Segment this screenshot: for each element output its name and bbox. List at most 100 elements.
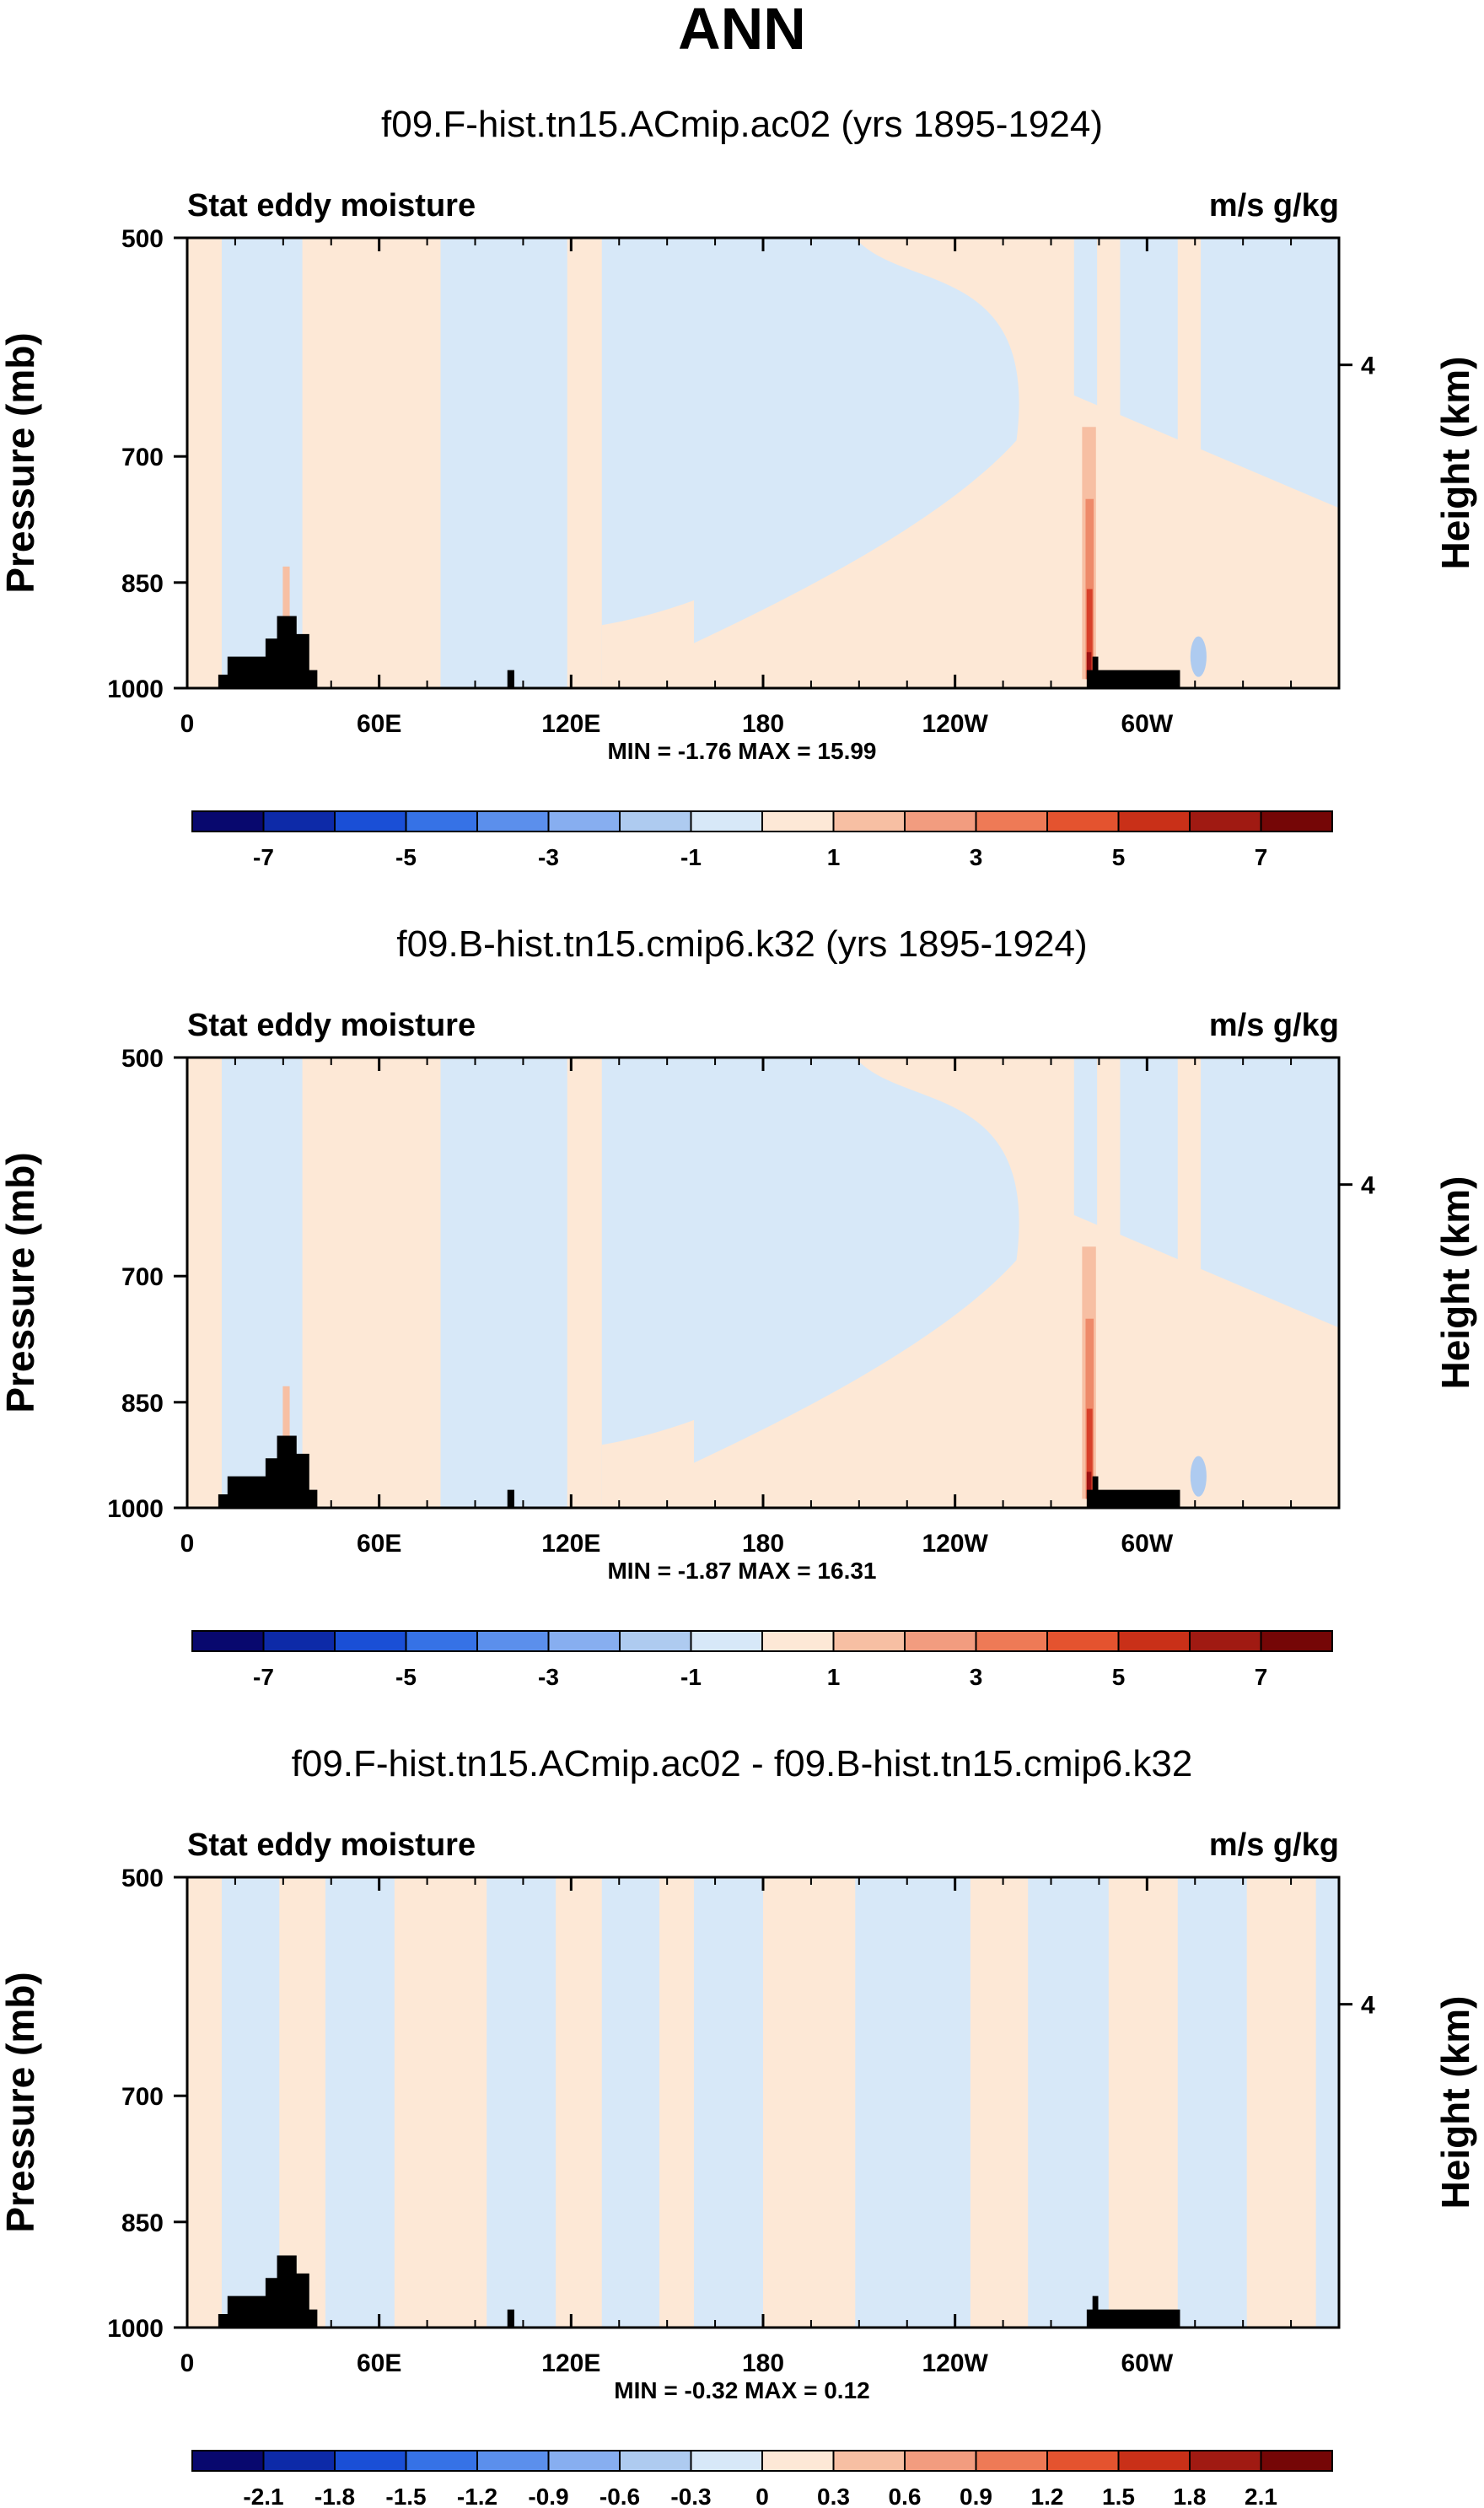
x-tick-label: 180	[742, 710, 784, 738]
warm-region	[279, 1877, 325, 2328]
colorbar-box	[405, 1630, 478, 1652]
colorbar-box	[476, 810, 550, 832]
topography-andes	[1086, 656, 1180, 688]
colorbar-box	[690, 810, 763, 832]
topography-island	[507, 2309, 514, 2328]
colorbar-box	[975, 2450, 1048, 2472]
colorbar-label: -0.9	[528, 2484, 568, 2508]
warm-region	[394, 1877, 487, 2328]
colorbar-box	[832, 1630, 906, 1652]
colorbar-box	[619, 810, 692, 832]
cool-region	[694, 1058, 1019, 1463]
warm-region	[187, 238, 222, 688]
warm-region	[1086, 1408, 1093, 1499]
variable-label: Stat eddy moisture	[187, 188, 476, 223]
colorbar-label: 3	[970, 1664, 983, 1690]
y-right-tick-label: 4	[1361, 1172, 1375, 1200]
x-tick-label: 60W	[1121, 710, 1173, 738]
colorbar-box	[832, 2450, 906, 2472]
warm-region	[187, 1058, 222, 1508]
warm-region	[282, 1386, 290, 1477]
y-right-tick-label: 4	[1361, 353, 1375, 380]
x-tick-label: 120E	[541, 710, 600, 738]
y-tick-label: 700	[121, 2083, 164, 2111]
y-tick-label: 700	[121, 1263, 164, 1291]
colorbar-box	[1117, 810, 1191, 832]
topography-andes	[1086, 2295, 1180, 2328]
y-axis-title: Pressure (mb)	[0, 1152, 42, 1413]
topography-island	[507, 1489, 514, 1508]
warm-region	[659, 1877, 695, 2328]
colorbar-box	[832, 810, 906, 832]
colorbar-label: -1.2	[457, 2484, 497, 2508]
x-tick-label: 180	[742, 1530, 784, 1558]
warm-region	[1086, 652, 1092, 680]
x-tick-label: 0	[180, 1530, 195, 1558]
topography-africa	[218, 616, 318, 688]
colorbar-box	[262, 810, 336, 832]
colorbar-label: -1.8	[315, 2484, 355, 2508]
colorbar-label: -7	[253, 1664, 274, 1690]
y-tick-label: 500	[121, 225, 164, 253]
x-tick-label: 0	[180, 710, 195, 738]
colorbar-label: 3	[970, 844, 983, 870]
colorbar-box	[1046, 1630, 1120, 1652]
y-axis-title: Pressure (mb)	[0, 332, 42, 593]
colorbar-box	[1117, 2450, 1191, 2472]
plot-area	[174, 236, 1352, 690]
colorbar-box	[619, 2450, 692, 2472]
warm-region	[1085, 498, 1094, 680]
colorbar-box	[1260, 1630, 1333, 1652]
colorbar-label: -2.1	[243, 2484, 283, 2508]
min-max-stats: MIN = -1.76 MAX = 15.99	[607, 738, 876, 764]
colorbar-box	[690, 1630, 763, 1652]
x-tick-label: 0	[180, 2349, 195, 2377]
y-axis-title-right: Height (km)	[1433, 1176, 1477, 1390]
topography-andes	[1086, 1476, 1180, 1508]
y-tick-label: 1000	[107, 1495, 164, 1523]
colorbar-box	[904, 810, 977, 832]
colorbar-label: 0.6	[889, 2484, 922, 2508]
y-tick-label: 500	[121, 1045, 164, 1073]
colorbar-box	[619, 1630, 692, 1652]
y-tick-label: 700	[121, 444, 164, 471]
colorbar-label: 1	[827, 844, 841, 870]
colorbar-box	[761, 2450, 835, 2472]
warm-region	[567, 1058, 602, 1508]
panel-title: f09.F-hist.tn15.ACmip.ac02 (yrs 1895-192…	[381, 104, 1103, 145]
y-axis-title-right: Height (km)	[1433, 357, 1477, 570]
warm-region	[187, 1877, 222, 2328]
colorbar-label: -3	[538, 844, 559, 870]
x-tick-label: 60E	[357, 710, 401, 738]
colorbar-box	[262, 2450, 336, 2472]
plot-area	[174, 1876, 1352, 2329]
colorbar-box	[191, 2450, 265, 2472]
y-tick-label: 850	[121, 570, 164, 598]
plot-area	[174, 1056, 1352, 1510]
variable-label: Stat eddy moisture	[187, 1008, 476, 1043]
colorbar-box	[262, 1630, 336, 1652]
colorbar: -2.1 -1.8 -1.5 -1.2 -0.9 -0.6 -0.3 0 0.3 0.6 0.9 1.…	[191, 2450, 1333, 2508]
colorbar-box	[334, 1630, 407, 1652]
colorbar-box	[405, 2450, 478, 2472]
colorbar-box	[547, 810, 621, 832]
variable-label: Stat eddy moisture	[187, 1827, 476, 1863]
colorbar-box	[1260, 810, 1333, 832]
warm-region	[302, 238, 441, 688]
figure-title: ANN	[678, 0, 806, 62]
x-tick-label: 120E	[541, 1530, 600, 1558]
y-axis-title: Pressure (mb)	[0, 1972, 42, 2232]
warm-region	[302, 1058, 441, 1508]
warm-region	[763, 1877, 856, 2328]
chart-panel-3: f09.F-hist.tn15.ACmip.ac02 - f09.B-hist.…	[0, 1743, 1477, 2508]
chart-panel-2: f09.B-hist.tn15.cmip6.k32 (yrs 1895-1924…	[0, 923, 1477, 1690]
x-tick-label: 120W	[922, 2349, 988, 2377]
colorbar-label: -5	[395, 844, 417, 870]
x-tick-label: 180	[742, 2349, 784, 2377]
min-max-stats: MIN = -1.87 MAX = 16.31	[607, 1558, 876, 1584]
colorbar-box	[1189, 2450, 1262, 2472]
colorbar-box	[1189, 1630, 1262, 1652]
y-axis-title-right: Height (km)	[1433, 1996, 1477, 2209]
y-tick-label: 1000	[107, 675, 164, 703]
